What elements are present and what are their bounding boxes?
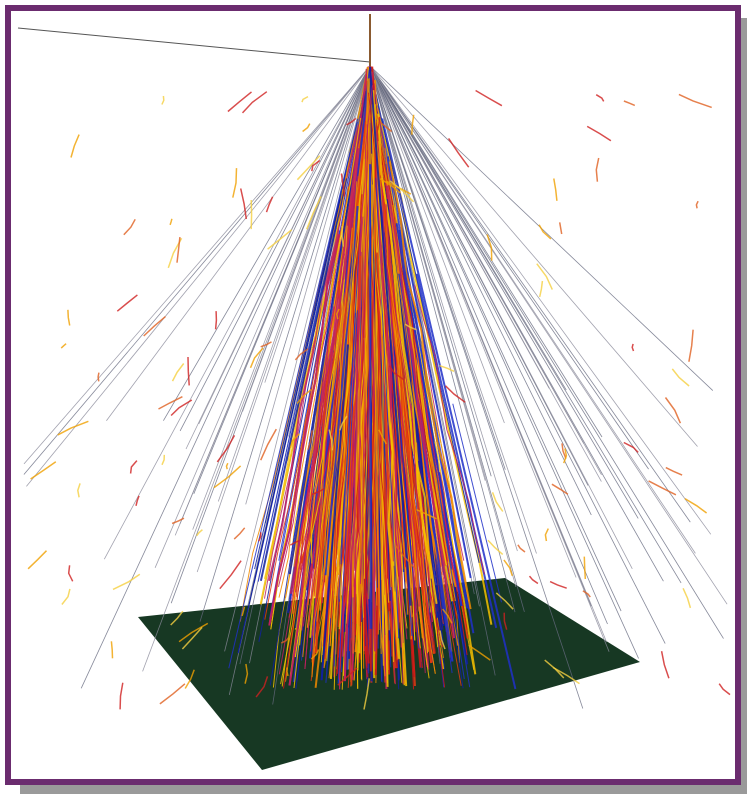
track <box>370 164 371 629</box>
screenshot <box>0 0 747 794</box>
track <box>372 185 373 220</box>
track <box>584 557 585 579</box>
shower-scene <box>0 0 747 794</box>
track <box>98 373 99 382</box>
track <box>216 311 217 329</box>
